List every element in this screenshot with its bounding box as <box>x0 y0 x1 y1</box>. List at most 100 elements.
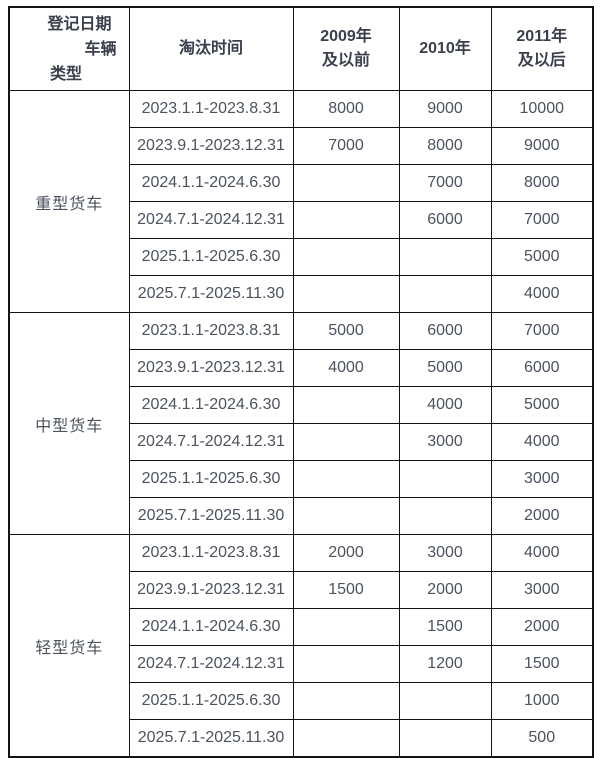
period-cell: 2025.7.1-2025.11.30 <box>128 497 294 535</box>
value-cell-2010 <box>398 497 492 535</box>
value-cell-2009 <box>292 682 400 720</box>
value-cell-2009: 5000 <box>292 312 400 350</box>
header-corner: 登记日期 车辆 类型 <box>8 6 130 91</box>
value-cell-2010: 9000 <box>398 90 492 128</box>
value-cell-2009 <box>292 719 400 758</box>
value-cell-2010: 7000 <box>398 164 492 202</box>
period-cell: 2024.7.1-2024.12.31 <box>128 201 294 239</box>
col-header-2011-line1: 2011年 <box>516 28 568 45</box>
value-cell-2009: 2000 <box>292 534 400 572</box>
value-cell-2011: 7000 <box>490 201 594 239</box>
period-cell: 2023.1.1-2023.8.31 <box>128 534 294 572</box>
table-row: 2025.1.1-2025.6.30 1000 <box>9 682 594 720</box>
vehicle-type-cell-medium: 中型货车 <box>8 312 130 535</box>
value-cell-2010: 1200 <box>398 645 492 683</box>
table-row: 2024.1.1-2024.6.30 4000 5000 <box>9 386 594 424</box>
value-cell-2010: 6000 <box>398 201 492 239</box>
header-row: 登记日期 车辆 类型 淘汰时间 2009年 及以前 2010年 2011年 及以… <box>8 6 594 91</box>
value-cell-2011: 5000 <box>490 386 594 424</box>
col-header-period: 淘汰时间 <box>128 6 294 91</box>
value-cell-2009 <box>292 238 400 276</box>
value-cell-2011: 5000 <box>490 238 594 276</box>
value-cell-2010 <box>398 238 492 276</box>
table-row: 2024.1.1-2024.6.30 7000 8000 <box>9 164 594 202</box>
value-cell-2009 <box>292 201 400 239</box>
value-cell-2010: 1500 <box>398 608 492 646</box>
value-cell-2009 <box>292 460 400 498</box>
col-header-2009: 2009年 及以前 <box>292 6 400 91</box>
col-header-2011: 2011年 及以后 <box>490 6 594 91</box>
value-cell-2009: 8000 <box>292 90 400 128</box>
table-row: 2025.1.1-2025.6.30 3000 <box>9 460 594 498</box>
period-cell: 2025.1.1-2025.6.30 <box>128 238 294 276</box>
col-header-2009-line2: 及以前 <box>321 52 370 69</box>
vehicle-type-cell-light: 轻型货车 <box>8 534 130 758</box>
value-cell-2011: 7000 <box>490 312 594 350</box>
value-cell-2010 <box>398 719 492 758</box>
table-row: 中型货车 2023.1.1-2023.8.31 5000 6000 7000 <box>8 312 594 535</box>
value-cell-2010 <box>398 275 492 313</box>
period-cell: 2025.1.1-2025.6.30 <box>128 460 294 498</box>
value-cell-2011: 4000 <box>490 275 594 313</box>
value-cell-2009 <box>292 386 400 424</box>
value-cell-2009 <box>292 645 400 683</box>
value-cell-2009 <box>292 497 400 535</box>
subsidy-table: 登记日期 车辆 类型 淘汰时间 2009年 及以前 2010年 2011年 及以… <box>8 6 594 758</box>
corner-label-vehicle: 车辆 <box>84 40 117 58</box>
period-cell: 2024.1.1-2024.6.30 <box>128 164 294 202</box>
corner-label-registration-date: 登记日期 <box>47 15 112 33</box>
period-cell: 2023.1.1-2023.8.31 <box>128 90 294 128</box>
value-cell-2010: 4000 <box>398 386 492 424</box>
period-cell: 2025.1.1-2025.6.30 <box>128 682 294 720</box>
value-cell-2011: 6000 <box>490 349 594 387</box>
value-cell-2011: 2000 <box>490 497 594 535</box>
table-row: 轻型货车 2023.1.1-2023.8.31 2000 3000 4000 <box>8 534 594 758</box>
period-cell: 2024.1.1-2024.6.30 <box>128 608 294 646</box>
value-cell-2010: 8000 <box>398 127 492 165</box>
value-cell-2009: 7000 <box>292 127 400 165</box>
value-cell-2009 <box>292 423 400 461</box>
value-cell-2009: 4000 <box>292 349 400 387</box>
period-cell: 2024.7.1-2024.12.31 <box>128 423 294 461</box>
col-header-2009-line1: 2009年 <box>320 28 372 45</box>
table-row: 2025.7.1-2025.11.30 500 <box>9 719 594 758</box>
table-row: 2025.7.1-2025.11.30 2000 <box>9 497 594 535</box>
value-cell-2010: 2000 <box>398 571 492 609</box>
period-cell: 2025.7.1-2025.11.30 <box>128 719 294 758</box>
value-cell-2011: 3000 <box>490 571 594 609</box>
value-cell-2011: 8000 <box>490 164 594 202</box>
value-cell-2010: 6000 <box>398 312 492 350</box>
period-cell: 2024.1.1-2024.6.30 <box>128 386 294 424</box>
table-row: 2023.9.1-2023.12.31 7000 8000 9000 <box>9 127 594 165</box>
table-row: 2025.7.1-2025.11.30 4000 <box>9 275 594 313</box>
period-cell: 2023.9.1-2023.12.31 <box>128 127 294 165</box>
col-header-2010: 2010年 <box>398 6 492 91</box>
period-cell: 2024.7.1-2024.12.31 <box>128 645 294 683</box>
col-header-2011-line2: 及以后 <box>517 52 566 69</box>
value-cell-2011: 3000 <box>490 460 594 498</box>
value-cell-2009: 1500 <box>292 571 400 609</box>
value-cell-2009 <box>292 275 400 313</box>
period-cell: 2023.9.1-2023.12.31 <box>128 571 294 609</box>
period-cell: 2023.9.1-2023.12.31 <box>128 349 294 387</box>
table-row: 2024.7.1-2024.12.31 6000 7000 <box>9 201 594 239</box>
value-cell-2011: 1000 <box>490 682 594 720</box>
table-row: 2023.9.1-2023.12.31 4000 5000 6000 <box>9 349 594 387</box>
value-cell-2010 <box>398 460 492 498</box>
value-cell-2009 <box>292 608 400 646</box>
value-cell-2011: 2000 <box>490 608 594 646</box>
table-row: 重型货车 2023.1.1-2023.8.31 8000 9000 10000 <box>8 90 594 313</box>
value-cell-2011: 500 <box>490 719 594 758</box>
value-cell-2011: 10000 <box>490 90 594 128</box>
value-cell-2011: 4000 <box>490 423 594 461</box>
value-cell-2010: 3000 <box>398 534 492 572</box>
value-cell-2010: 5000 <box>398 349 492 387</box>
vehicle-type-cell-heavy: 重型货车 <box>8 90 130 313</box>
period-cell: 2023.1.1-2023.8.31 <box>128 312 294 350</box>
table-row: 2025.1.1-2025.6.30 5000 <box>9 238 594 276</box>
value-cell-2009 <box>292 164 400 202</box>
table-row: 2023.9.1-2023.12.31 1500 2000 3000 <box>9 571 594 609</box>
value-cell-2010 <box>398 682 492 720</box>
period-cell: 2025.7.1-2025.11.30 <box>128 275 294 313</box>
